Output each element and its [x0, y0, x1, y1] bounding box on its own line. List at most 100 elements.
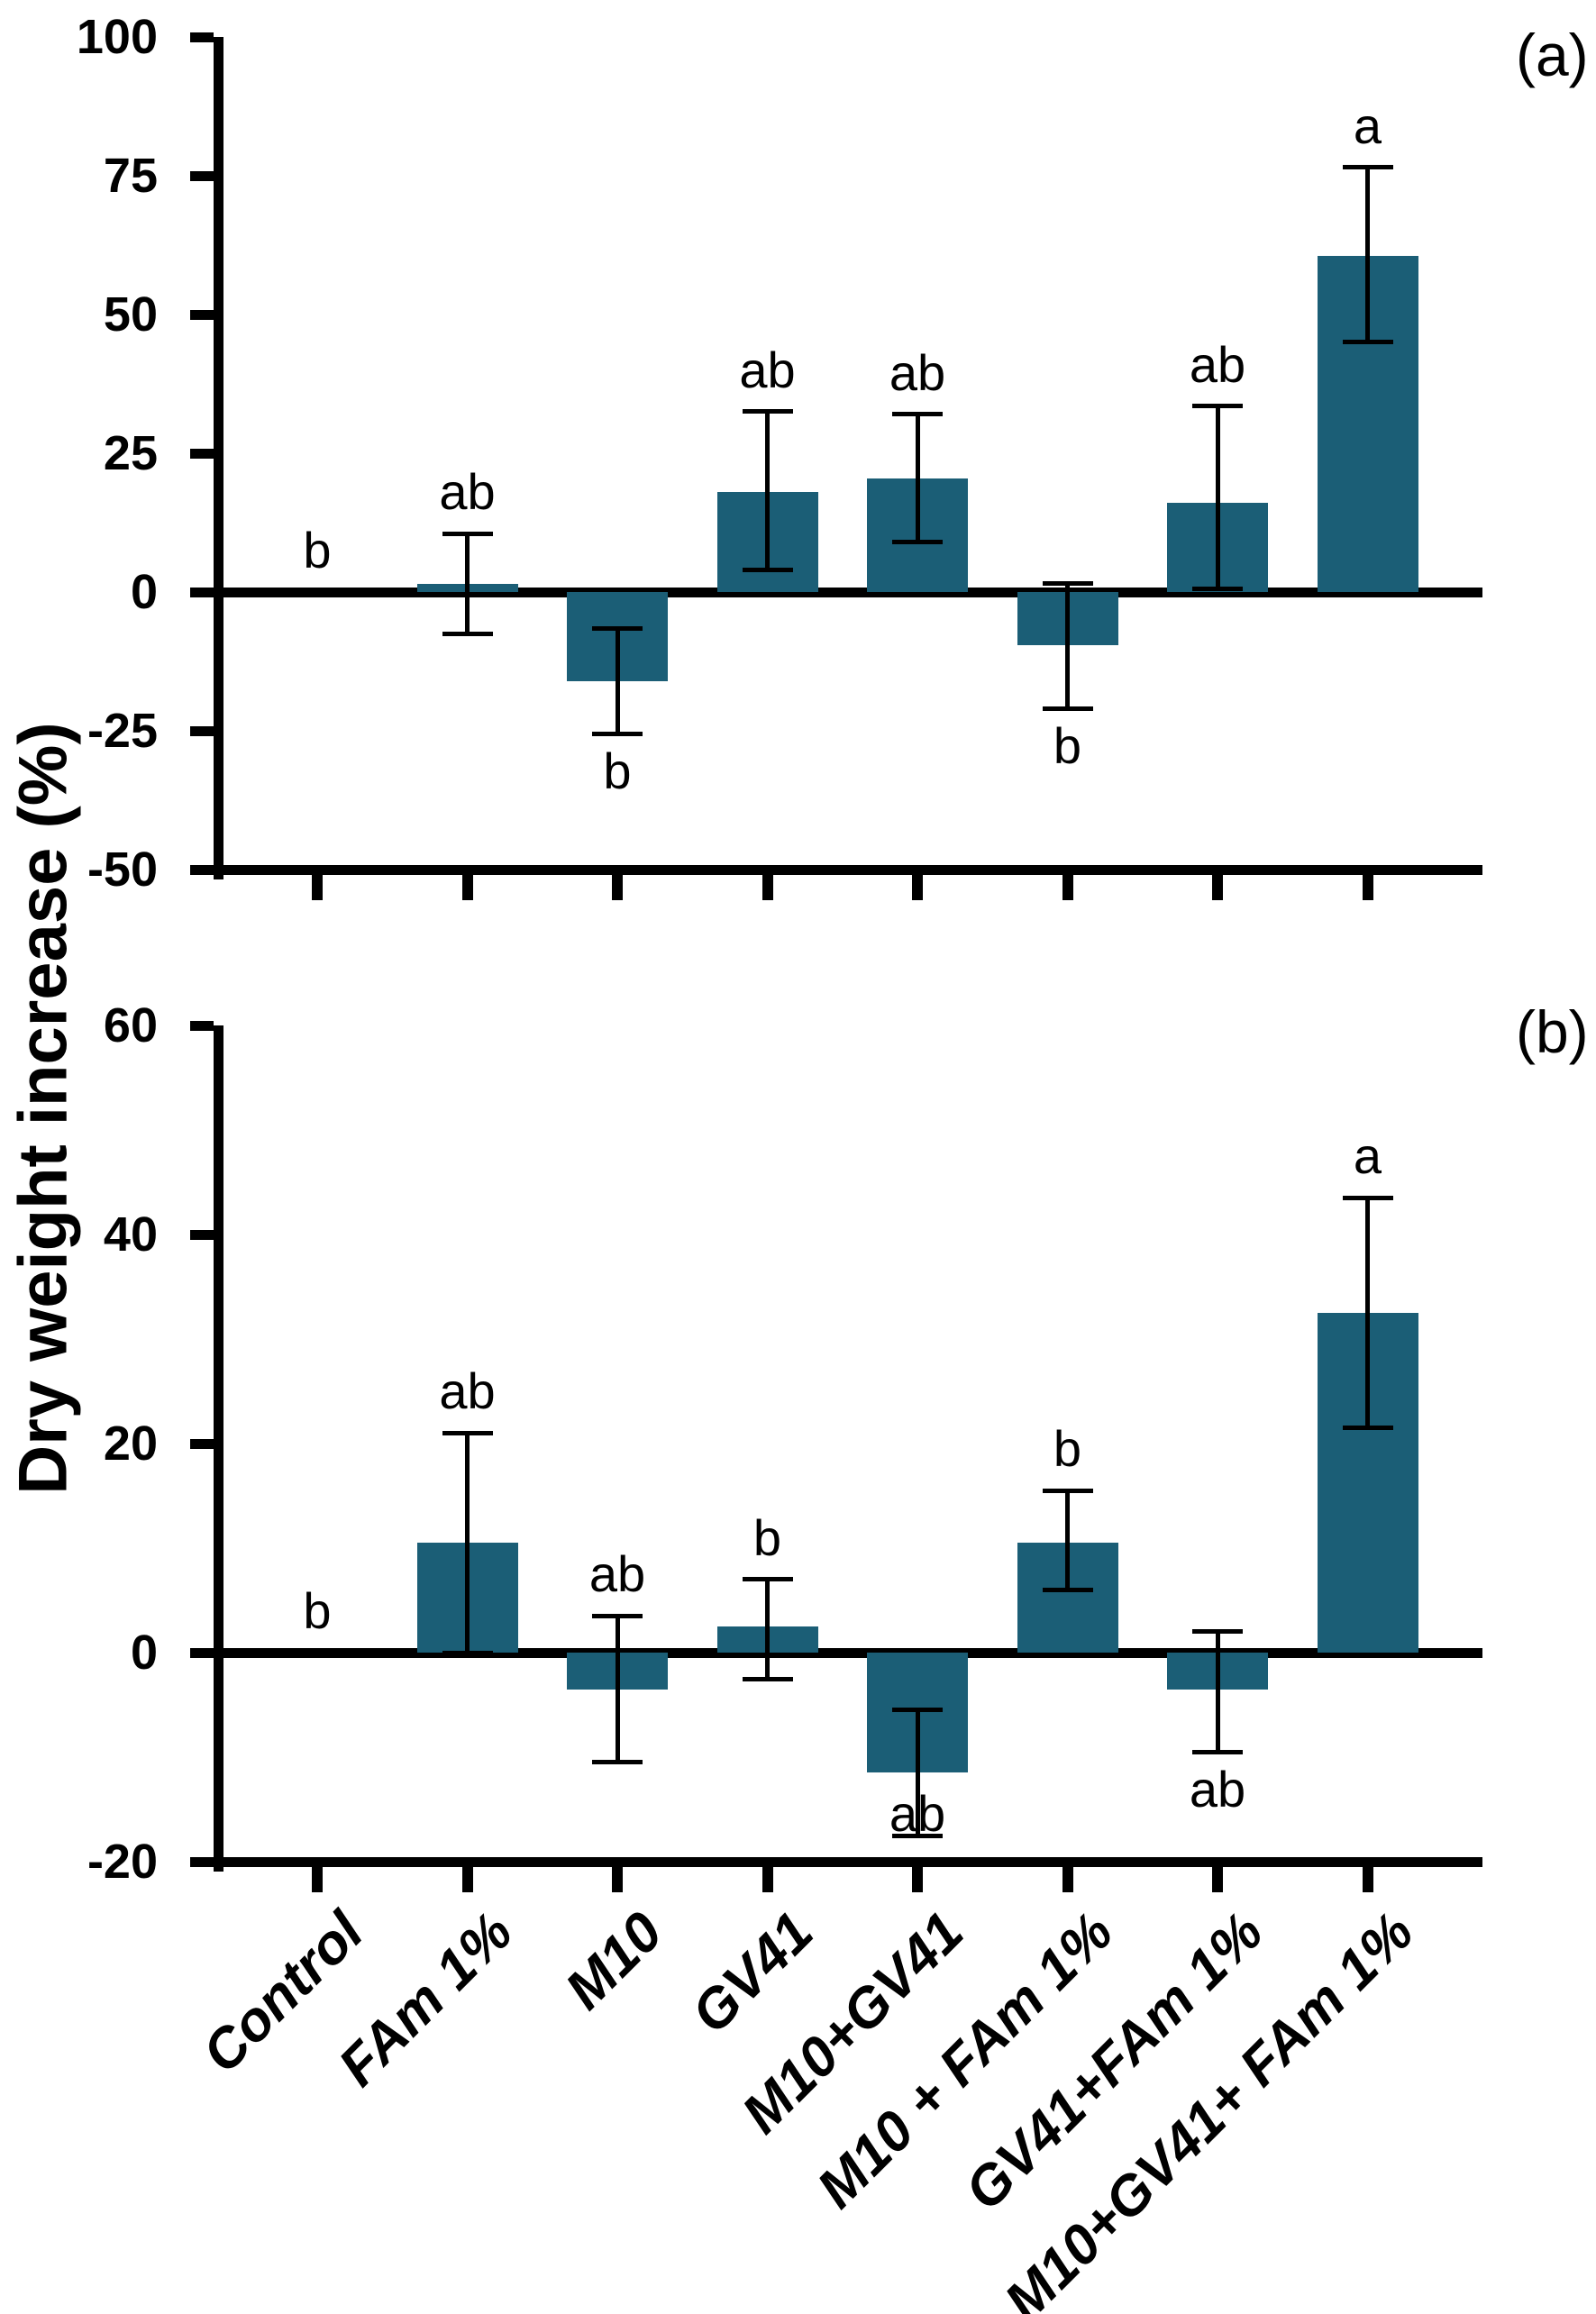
error-bar-cap-bottom: [892, 1833, 943, 1838]
error-bar-cap-bottom: [592, 731, 643, 736]
sig-letter: ab: [588, 1545, 646, 1603]
error-bar-line: [1065, 583, 1070, 709]
x-category-tick: [461, 1867, 473, 1892]
error-bar-cap-bottom: [592, 1760, 643, 1765]
y-tick: [190, 1648, 214, 1658]
error-bar-cap-top: [1042, 1488, 1093, 1493]
y-tick: [190, 865, 214, 875]
sig-letter: ab: [1189, 335, 1246, 393]
error-bar-line: [465, 533, 470, 634]
y-tick: [190, 1230, 214, 1240]
x-category-tick: [762, 1867, 773, 1892]
error-bar-line: [1065, 1490, 1070, 1590]
y-tick-label: 25: [103, 426, 158, 480]
error-bar-cap-top: [742, 409, 793, 415]
y-tick-label: 20: [103, 1417, 158, 1471]
y-axis-line: [214, 1025, 223, 1872]
x-category-tick: [1212, 1867, 1223, 1892]
error-bar-cap-top: [742, 1577, 793, 1582]
x-category-tick: [1062, 1867, 1073, 1892]
y-tick-label: 0: [130, 565, 158, 619]
x-category-label: GV41: [679, 1900, 825, 2046]
error-bar-cap-top: [1192, 1629, 1243, 1635]
sig-letter: b: [303, 1582, 332, 1639]
x-category-tick: [1362, 875, 1373, 900]
sig-letter: a: [1353, 1127, 1382, 1185]
error-bar-cap-top: [442, 531, 493, 536]
x-category-tick: [762, 875, 773, 900]
error-bar-cap-top: [592, 625, 643, 631]
x-category-tick: [912, 875, 923, 900]
error-bar-line: [465, 1433, 470, 1653]
error-bar-cap-top: [1342, 165, 1393, 170]
y-tick: [190, 1439, 214, 1449]
x-baseline: [214, 1857, 1482, 1867]
error-bar-cap-top: [592, 1613, 643, 1618]
sig-letter: ab: [739, 341, 796, 398]
y-tick-label: -20: [87, 1835, 158, 1889]
y-tick-label: 60: [103, 998, 158, 1052]
sig-letter: b: [603, 742, 632, 800]
y-tick-label: 50: [103, 287, 158, 342]
error-bar-cap-top: [1342, 1195, 1393, 1200]
y-axis-label: Dry weight increase (%): [5, 722, 82, 1495]
x-category-label: M10: [553, 1900, 675, 2022]
y-tick-label: -50: [87, 843, 158, 897]
error-bar-cap-top: [1192, 404, 1243, 409]
error-bar-cap-top: [442, 1430, 493, 1435]
error-bar-line: [1365, 1198, 1370, 1428]
x-category-tick: [1212, 875, 1223, 900]
error-bar-line: [915, 414, 920, 542]
sig-letter: ab: [439, 1362, 496, 1420]
error-bar-line: [615, 628, 620, 734]
error-bar-cap-top: [892, 1708, 943, 1713]
y-tick-label: 75: [103, 149, 158, 203]
x-category-tick: [1062, 875, 1073, 900]
x-category-tick: [1362, 1867, 1373, 1892]
y-tick-label: 0: [130, 1626, 158, 1680]
error-bar-cap-bottom: [742, 1676, 793, 1681]
y-tick: [190, 1857, 214, 1867]
panel-label: (a): [1516, 22, 1589, 88]
error-bar-cap-bottom: [1342, 340, 1393, 345]
y-tick: [190, 726, 214, 736]
sig-letter: b: [1053, 717, 1082, 775]
error-bar-cap-bottom: [1042, 1587, 1093, 1592]
sig-letter: b: [1053, 1420, 1082, 1478]
y-tick: [190, 171, 214, 181]
x-category-tick: [612, 1867, 623, 1892]
y-tick: [190, 588, 214, 597]
error-bar-line: [615, 1616, 620, 1763]
sig-letter: b: [303, 522, 332, 578]
error-bar-line: [1365, 167, 1370, 342]
panel-label: (b): [1516, 998, 1589, 1065]
error-bar-cap-bottom: [892, 540, 943, 545]
zero-line: [214, 1648, 1482, 1658]
error-bar-line: [765, 411, 770, 570]
error-bar-line: [915, 1709, 920, 1836]
sig-letter: a: [1353, 96, 1382, 154]
x-baseline: [214, 865, 1482, 875]
error-bar-cap-bottom: [1042, 706, 1093, 711]
error-bar-cap-top: [892, 412, 943, 417]
sig-letter: ab: [889, 343, 946, 401]
y-tick: [190, 1021, 214, 1031]
error-bar-cap-bottom: [442, 631, 493, 636]
y-axis-line: [214, 37, 223, 879]
sig-letter: ab: [1189, 1761, 1246, 1818]
x-category-tick: [612, 875, 623, 900]
y-tick: [190, 32, 214, 42]
y-tick-label: 100: [76, 10, 158, 64]
x-category-tick: [912, 1867, 923, 1892]
error-bar-cap-top: [1042, 581, 1093, 587]
error-bar-cap-bottom: [1192, 1749, 1243, 1754]
x-category-tick: [312, 1867, 323, 1892]
sig-letter: ab: [889, 1785, 946, 1842]
y-tick: [190, 449, 214, 459]
y-tick: [190, 310, 214, 320]
x-category-tick: [312, 875, 323, 900]
error-bar-line: [1215, 1631, 1220, 1753]
y-tick-label: 40: [103, 1207, 158, 1262]
error-bar-cap-bottom: [1192, 587, 1243, 592]
